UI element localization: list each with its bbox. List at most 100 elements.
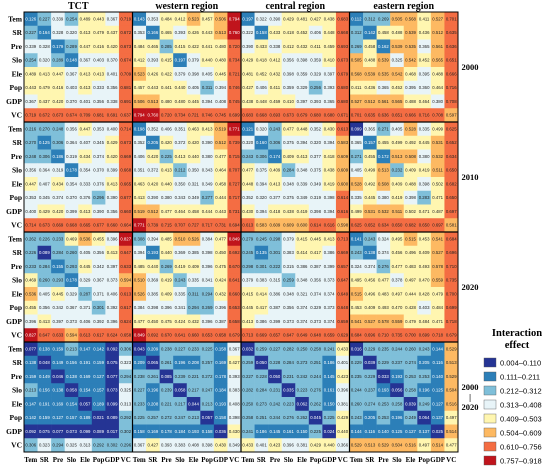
cell-value-label: 0.497 <box>419 443 430 448</box>
cell-value-label: 0.306 <box>120 346 131 351</box>
cell-value-label: 0.443 <box>202 30 213 35</box>
heatmap-cell <box>227 273 242 288</box>
heatmap-cell <box>349 204 364 219</box>
cell-value-label: 0.455 <box>364 154 375 159</box>
cell-value-label: 0.161 <box>283 429 294 434</box>
year-label: 2010 <box>462 172 479 182</box>
heatmap-cell <box>91 383 106 398</box>
cell-value-label: 0.429 <box>283 16 294 21</box>
cell-value-label: 0.657 <box>270 333 281 338</box>
heatmap-cell <box>322 149 337 164</box>
heatmap-cell <box>227 300 242 315</box>
cell-value-label: 0.287 <box>80 291 91 296</box>
heatmap-cell <box>64 190 79 205</box>
cell-value-label: 0.046 <box>53 374 64 379</box>
heatmap-cell <box>363 328 377 343</box>
heatmap-cell <box>213 314 228 329</box>
heatmap-cell <box>91 259 106 274</box>
heatmap-cell <box>186 12 201 27</box>
cell-value-label: 0.625 <box>351 223 362 228</box>
heatmap-cell <box>268 259 282 274</box>
heatmap-cell <box>132 438 147 453</box>
cell-value-label: 0.273 <box>297 360 308 365</box>
cell-value-label: 0.338 <box>270 44 281 49</box>
cell-value-label: 0.713 <box>337 236 348 241</box>
heatmap-cell <box>91 369 106 384</box>
heatmap-cell <box>186 67 201 82</box>
heatmap-cell <box>254 190 269 205</box>
heatmap-cell <box>37 300 52 315</box>
cell-value-label: 0.237 <box>364 388 375 393</box>
cell-value-label: 0.365 <box>419 44 430 49</box>
heatmap-cell <box>227 259 242 274</box>
cell-value-label: 0.680 <box>310 113 321 118</box>
cell-value-label: 0.519 <box>215 126 226 131</box>
cell-value-label: 0.350 <box>188 168 199 173</box>
column-label: Ele <box>406 456 416 464</box>
heatmap-cell <box>268 204 282 219</box>
cell-value-label: 0.408 <box>188 443 199 448</box>
heatmap-cell <box>146 67 160 82</box>
cell-value-label: 0.483 <box>405 264 416 269</box>
cell-value-label: 0.665 <box>120 181 131 186</box>
heatmap-cell <box>430 273 445 288</box>
cell-value-label: 0.373 <box>283 319 294 324</box>
legend-label: 0.504–0.609 <box>500 429 542 438</box>
cell-value-label: 0.420 <box>147 181 158 186</box>
heatmap-cell <box>281 218 296 233</box>
heatmap-cell <box>213 108 228 123</box>
cell-value-label: 0.493 <box>419 264 430 269</box>
heatmap-cell <box>254 397 269 412</box>
heatmap-cell <box>295 163 310 178</box>
heatmap-cell <box>349 53 364 68</box>
cell-value-label: 0.228 <box>270 360 281 365</box>
heatmap-cell <box>281 342 296 357</box>
column-label: Pop <box>93 456 105 464</box>
cell-value-label: 0.484 <box>161 16 172 21</box>
cell-value-label: 0.694 <box>229 223 240 228</box>
cell-value-label: 0.697 <box>446 209 457 214</box>
cell-value-label: 0.085 <box>161 374 172 379</box>
cell-value-label: 0.398 <box>229 415 240 420</box>
heatmap-cell <box>241 39 255 54</box>
heatmap-cell <box>349 108 364 123</box>
heatmap-cell <box>403 410 418 425</box>
cell-value-label: 0.613 <box>242 223 253 228</box>
heatmap-cell <box>91 287 106 302</box>
heatmap-cell <box>51 149 65 164</box>
heatmap-cell <box>308 108 323 123</box>
heatmap-cell <box>159 67 174 82</box>
heatmap-cell <box>37 135 52 150</box>
cell-value-label: 0.142 <box>364 30 375 35</box>
heatmap-cell <box>200 163 215 178</box>
cell-value-label: 0.463 <box>188 126 199 131</box>
cell-value-label: 0.270 <box>25 140 36 145</box>
cell-value-label: 0.673 <box>337 58 348 63</box>
cell-value-label: 0.260 <box>405 346 416 351</box>
year-label: 2020 <box>462 282 479 292</box>
cell-value-label: 0.238 <box>134 374 145 379</box>
heatmap-cell <box>363 369 377 384</box>
cell-value-label: 0.374 <box>53 195 64 200</box>
heatmap-cell <box>254 67 269 82</box>
cell-value-label: 0.456 <box>392 250 403 255</box>
cell-value-label: 0.221 <box>188 374 199 379</box>
row-label: Pre <box>11 372 23 381</box>
cell-value-label: 0.158 <box>134 429 145 434</box>
cell-value-label: 0.178 <box>215 374 226 379</box>
cell-value-label: 0.539 <box>392 44 403 49</box>
cell-value-label: 0.276 <box>310 388 321 393</box>
cell-value-label: 0.420 <box>161 140 172 145</box>
heatmap-cell <box>64 369 79 384</box>
cell-value-label: 0.420 <box>107 154 118 159</box>
heatmap-cell <box>268 355 282 370</box>
heatmap-cell <box>159 438 174 453</box>
heatmap-cell <box>132 39 147 54</box>
cell-value-label: 0.322 <box>242 30 253 35</box>
cell-value-label: 0.138 <box>53 388 64 393</box>
cell-value-label: 0.162 <box>378 44 389 49</box>
cell-value-label: 0.159 <box>93 360 104 365</box>
heatmap-cell <box>363 259 377 274</box>
cell-value-label: 0.657 <box>337 264 348 269</box>
